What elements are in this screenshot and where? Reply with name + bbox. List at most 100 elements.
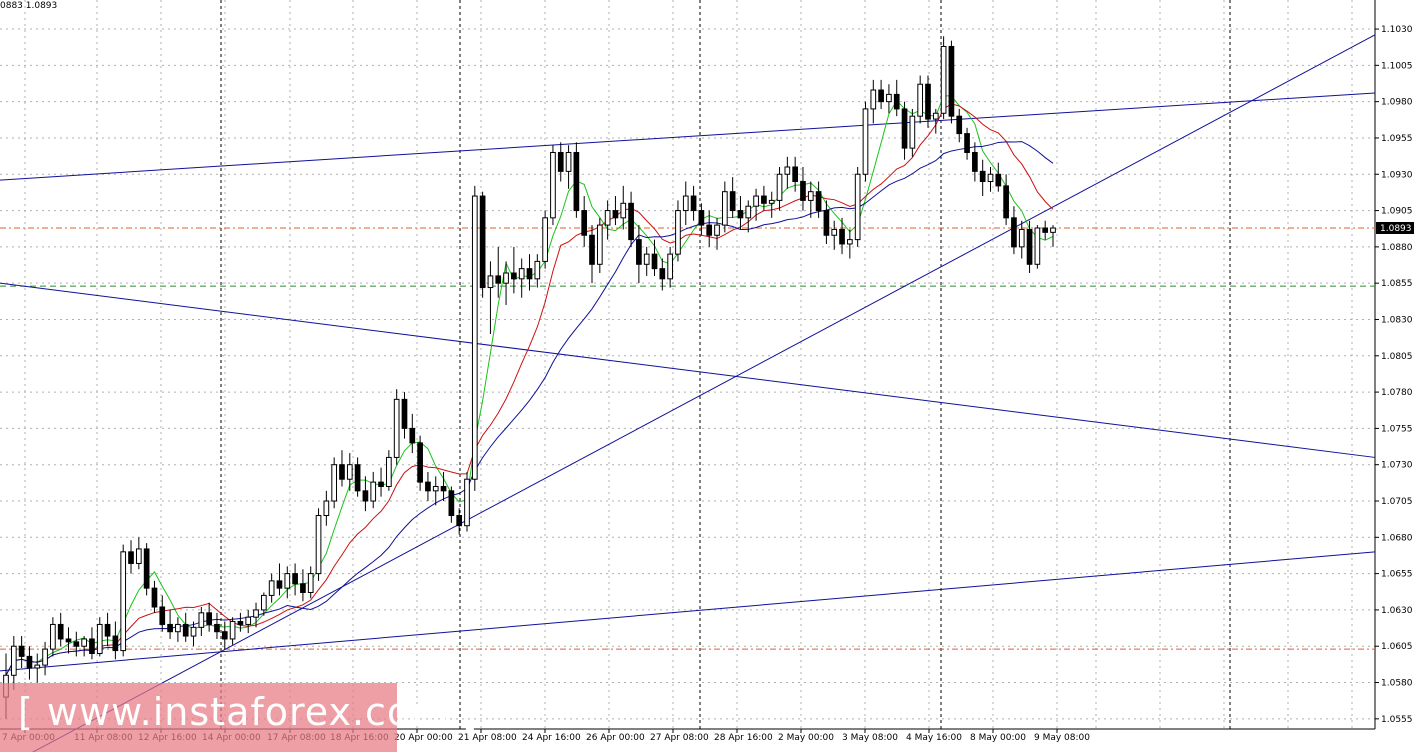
chart-header: 0883 1.0893 xyxy=(0,1,58,11)
candle-body xyxy=(401,398,408,429)
price-tick-label: 1.0630 xyxy=(1381,606,1413,616)
time-tick-label: 28 Apr 16:00 xyxy=(714,733,773,743)
candle-body xyxy=(612,210,619,219)
price-tick-label: 1.0730 xyxy=(1381,461,1413,471)
candle-body xyxy=(768,199,775,204)
candle-body xyxy=(276,580,283,589)
candle-body xyxy=(487,275,494,289)
candle-body xyxy=(471,195,478,480)
candle-body xyxy=(128,551,134,564)
candle-body xyxy=(214,623,220,633)
time-tick-label: 27 Apr 08:00 xyxy=(650,733,709,743)
candle-body xyxy=(995,173,1002,187)
candle-body xyxy=(745,205,752,219)
candle-body xyxy=(1042,227,1049,233)
time-tick-label: 8 May 00:00 xyxy=(970,733,1026,743)
candle-body xyxy=(534,260,541,280)
price-tick-label: 1.1030 xyxy=(1381,25,1413,35)
candle-body xyxy=(221,631,228,640)
candle-body xyxy=(737,210,744,219)
candle-body xyxy=(370,481,377,502)
candle-body xyxy=(573,151,580,212)
candle-body xyxy=(776,173,783,201)
candle-body xyxy=(229,621,236,640)
candle-body xyxy=(339,464,345,480)
candle-body xyxy=(753,195,759,207)
candle-body xyxy=(26,655,33,669)
candle-body xyxy=(143,548,150,589)
candle-body xyxy=(120,551,127,652)
candle-body xyxy=(89,638,95,654)
candle-body xyxy=(315,515,322,575)
candle-body xyxy=(378,481,384,487)
candle-body xyxy=(479,195,486,289)
price-tick-label: 1.0755 xyxy=(1381,424,1413,434)
candle-body xyxy=(932,112,939,120)
candle-body xyxy=(979,170,986,183)
price-tick-label: 1.0705 xyxy=(1381,497,1413,507)
candle-body xyxy=(307,573,314,593)
trendline xyxy=(0,92,1376,181)
candle-body xyxy=(706,224,713,236)
candle-body xyxy=(182,623,189,637)
candle-body xyxy=(253,609,259,618)
watermark-text: [ www.instaforex.com ] xyxy=(18,690,479,734)
candle-body xyxy=(354,464,361,492)
price-tick-label: 1.0955 xyxy=(1381,134,1413,144)
candle-body xyxy=(425,481,431,492)
current-price-label: 1.0893 xyxy=(1380,224,1412,234)
candle-body xyxy=(167,623,173,633)
candle-body xyxy=(464,478,470,527)
candle-body xyxy=(18,645,25,657)
candle-body xyxy=(628,202,634,241)
candle-body xyxy=(206,612,212,625)
candle-body xyxy=(300,583,306,593)
candle-body xyxy=(323,500,330,517)
candle-body xyxy=(987,173,994,183)
candle-body xyxy=(393,398,400,458)
time-tick-label: 24 Apr 16:00 xyxy=(522,733,581,743)
candle-body xyxy=(112,635,119,652)
current-price-marker xyxy=(1376,221,1414,234)
candle-body xyxy=(1050,227,1056,233)
candle-body xyxy=(65,638,72,643)
candle-body xyxy=(1003,185,1009,219)
price-tick-label: 1.0580 xyxy=(1381,679,1413,689)
candle-body xyxy=(557,151,564,172)
candle-body xyxy=(432,485,439,492)
candle-body xyxy=(589,234,595,265)
price-tick-label: 1.0855 xyxy=(1381,279,1413,289)
candle-body xyxy=(854,173,861,241)
candle-body xyxy=(792,166,799,183)
candle-body xyxy=(1034,227,1041,265)
candle-body xyxy=(784,166,791,175)
candle-body xyxy=(456,515,463,527)
candle-body xyxy=(57,623,64,640)
candle-body xyxy=(50,623,56,650)
candle-body xyxy=(1026,228,1033,265)
price-tick-label: 1.0980 xyxy=(1381,98,1413,108)
candle-body xyxy=(948,45,955,117)
time-tick-label: 2 May 00:00 xyxy=(778,733,834,743)
price-tick-label: 1.0555 xyxy=(1381,715,1413,725)
candle-body xyxy=(42,648,48,666)
price-tick-label: 1.0605 xyxy=(1381,642,1413,652)
candle-body xyxy=(800,181,806,201)
candle-body xyxy=(268,580,275,596)
candle-body xyxy=(526,268,533,280)
candle-body xyxy=(550,151,556,219)
candle-body xyxy=(940,45,947,114)
candle-body xyxy=(190,626,197,637)
price-tick-label: 1.0780 xyxy=(1381,388,1413,398)
candle-body xyxy=(636,239,642,265)
candle-body xyxy=(917,83,924,117)
watermark-banner xyxy=(0,683,397,752)
candle-body xyxy=(331,464,338,502)
candle-body xyxy=(417,442,423,483)
candle-body xyxy=(807,191,814,201)
candle-body xyxy=(893,93,900,110)
candle-body xyxy=(839,228,845,245)
